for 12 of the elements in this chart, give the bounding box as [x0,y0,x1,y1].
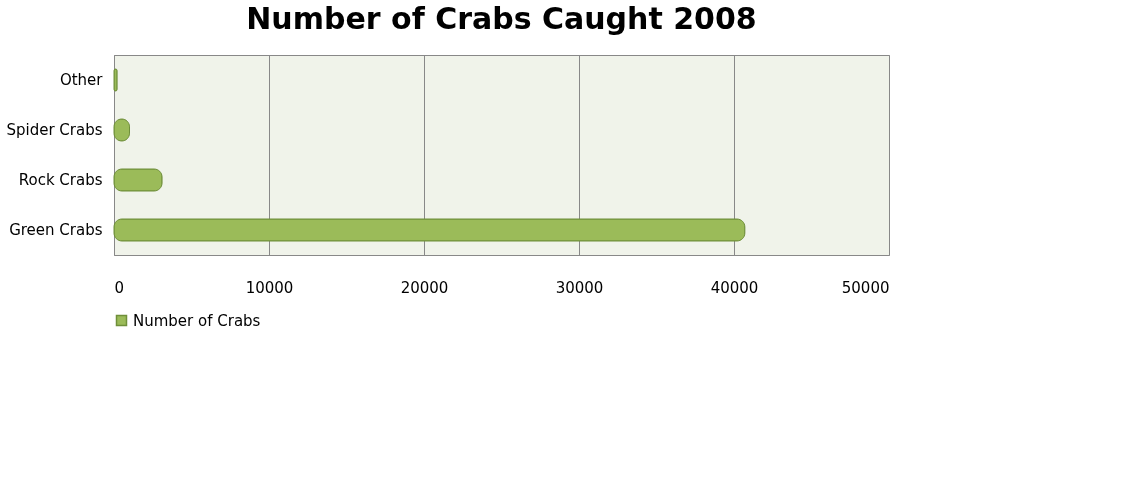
x-tick-label: 40000 [710,278,759,297]
x-tick-label: 30000 [555,278,604,297]
y-tick-label: Spider Crabs [6,121,103,139]
x-tick-label: 10000 [245,278,294,297]
x-tick-label: 20000 [400,278,449,297]
x-tick-label: 0 [114,278,125,297]
legend-label: Number of Crabs [133,311,261,330]
y-tick-label: Other [59,71,104,89]
y-tick-label: Green Crabs [9,221,103,239]
y-tick-label: Rock Crabs [18,171,103,189]
chart-title: Number of Crabs Caught 2008 [246,1,757,36]
x-tick-label: 50000 [841,278,890,297]
